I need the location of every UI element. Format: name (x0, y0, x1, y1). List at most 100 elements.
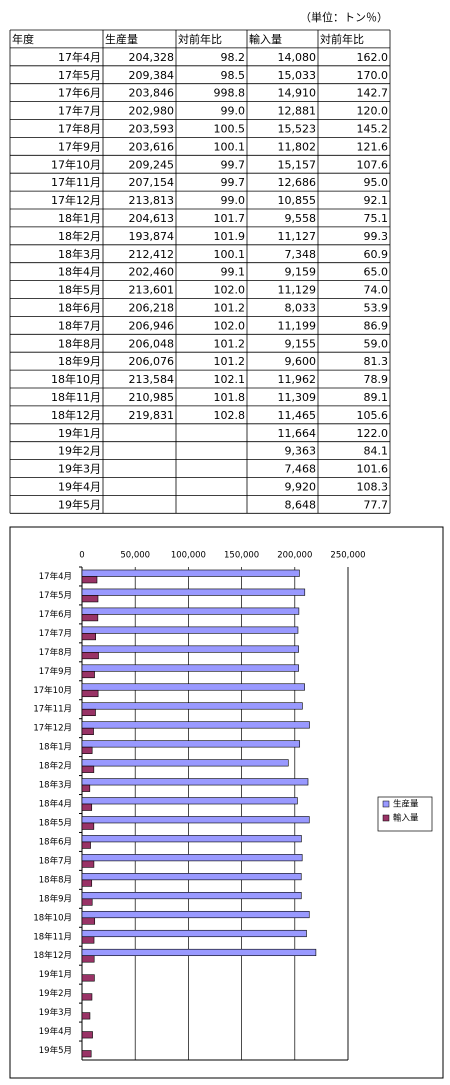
table-cell: 78.9 (364, 373, 389, 386)
table-cell: 209,245 (129, 158, 175, 171)
table-cell: 75.1 (364, 212, 389, 225)
table-cell: 105.6 (357, 409, 389, 422)
bar (81, 1012, 91, 1020)
bar (81, 702, 303, 710)
table-cell: 86.9 (364, 319, 389, 332)
y-tick-label: 18年12月 (33, 950, 72, 961)
table-cell: 102.1 (214, 373, 246, 386)
table-cell: 14,080 (278, 51, 317, 64)
table-cell: 18年12月 (51, 408, 101, 422)
y-tick-label: 17年6月 (39, 609, 72, 620)
table-cell: 15,157 (278, 158, 317, 171)
table-cell: 102.0 (214, 319, 246, 332)
table-cell: 18年2月 (58, 229, 101, 243)
bar (81, 683, 305, 691)
y-tick-label: 18年9月 (39, 893, 72, 904)
bar (81, 708, 96, 717)
x-tick-label: 250,000 (330, 551, 365, 561)
table-cell: 12,686 (278, 176, 317, 189)
table-cell: 18年5月 (58, 283, 101, 297)
bar (81, 835, 302, 843)
table-cell: 998.8 (214, 87, 246, 100)
table-cell: 19年4月 (58, 479, 101, 493)
table-cell: 19年2月 (58, 444, 101, 458)
table-cell: 213,813 (129, 194, 175, 207)
table-cell: 99.7 (221, 176, 246, 189)
table-cell: 11,962 (278, 373, 317, 386)
bar (81, 689, 99, 698)
table-cell: 203,593 (129, 122, 175, 135)
y-tick-label: 17年10月 (33, 685, 72, 696)
table-cell: 204,328 (129, 51, 175, 64)
bar (81, 670, 95, 679)
table-cell: 101.2 (214, 301, 246, 314)
table-cell: 102.0 (214, 284, 246, 297)
table-cell: 95.0 (364, 176, 389, 189)
table-cell: 11,802 (278, 140, 317, 153)
table-cell: 9,159 (285, 266, 317, 279)
table-cell: 122.0 (357, 427, 389, 440)
table-cell: 99.0 (221, 194, 246, 207)
y-tick-label: 18年10月 (33, 912, 72, 923)
table-cell: 99.3 (364, 230, 389, 243)
table-cell: 18年10月 (51, 372, 101, 386)
table-cell: 8,648 (285, 498, 317, 511)
table-cell: 84.1 (364, 445, 389, 458)
y-tick-label: 17年8月 (39, 647, 72, 658)
bar (81, 1050, 92, 1058)
bar (81, 797, 298, 805)
table-cell: 9,920 (285, 480, 317, 493)
table-cell: 193,874 (129, 230, 175, 243)
bar (81, 588, 306, 596)
y-tick-label: 19年4月 (39, 1026, 72, 1037)
bar (81, 607, 300, 615)
table-cell: 145.2 (357, 122, 389, 135)
table-cell: 74.0 (364, 284, 389, 297)
bar (81, 917, 96, 925)
bar (81, 576, 98, 584)
table-cell: 101.2 (214, 337, 246, 350)
table-cell: 9,155 (285, 337, 317, 350)
bar (81, 765, 95, 773)
table-cell: 65.0 (364, 266, 389, 279)
table-header: 対前年比 (320, 32, 364, 46)
table-cell: 100.1 (214, 140, 246, 153)
bar (81, 993, 93, 1001)
table-cell: 142.7 (357, 87, 389, 100)
bar (81, 645, 299, 653)
table-cell: 17年9月 (58, 139, 101, 153)
table-cell: 92.1 (364, 194, 389, 207)
bar (81, 936, 95, 944)
bar (81, 633, 97, 641)
table-cell: 17年10月 (51, 157, 101, 171)
bar (81, 910, 310, 919)
table-cell: 11,309 (278, 391, 317, 404)
y-tick-label: 17年11月 (33, 704, 72, 715)
table-cell: 14,910 (278, 87, 317, 100)
y-tick-label: 19年3月 (39, 1007, 72, 1018)
bar (81, 778, 309, 786)
table-cell: 17年12月 (51, 193, 101, 207)
bar (81, 664, 299, 672)
table-cell: 98.5 (221, 69, 246, 82)
bar (81, 873, 302, 881)
table-cell: 210,985 (129, 391, 175, 404)
table-cell: 101.8 (214, 391, 246, 404)
table-cell: 209,384 (129, 69, 175, 82)
legend-swatch (382, 800, 390, 808)
bar (81, 803, 93, 811)
table-cell: 17年4月 (58, 50, 101, 64)
y-tick-label: 18年1月 (39, 742, 72, 753)
unit-label: （単位：トン％） (300, 10, 388, 24)
table-cell: 203,616 (129, 140, 175, 153)
table-cell: 206,218 (129, 301, 175, 314)
table-cell: 53.9 (364, 301, 389, 314)
table-cell: 10,855 (278, 194, 317, 207)
table-cell: 17年11月 (51, 175, 101, 189)
table-cell: 60.9 (364, 248, 389, 261)
table-cell: 100.1 (214, 248, 246, 261)
table-cell: 9,600 (285, 355, 317, 368)
table-cell: 213,601 (129, 284, 175, 297)
bar (81, 759, 289, 767)
bar (81, 929, 307, 938)
